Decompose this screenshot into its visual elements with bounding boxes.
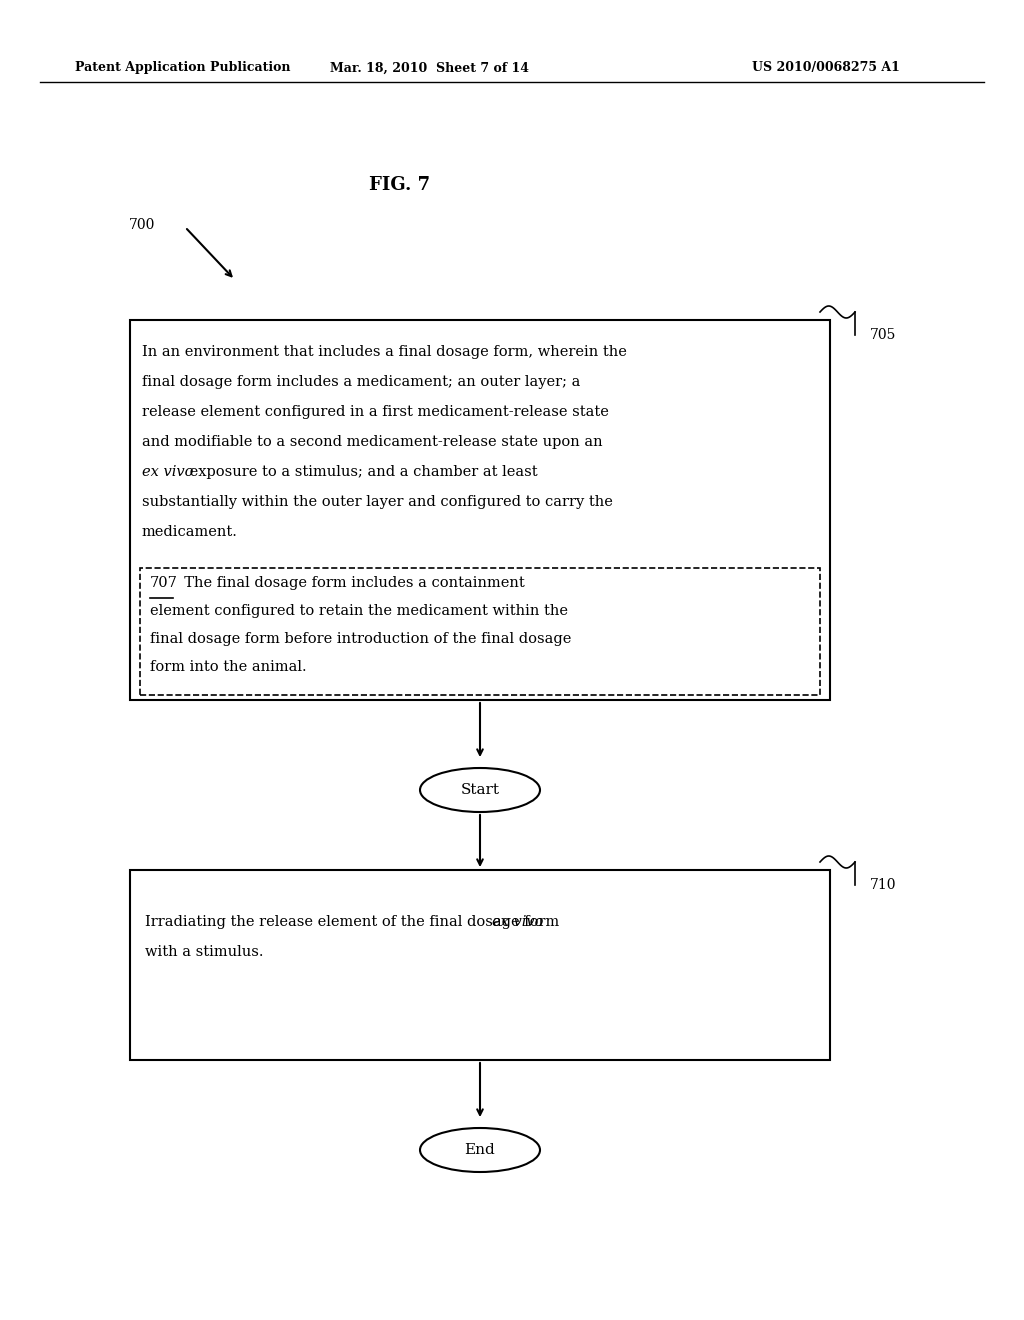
Text: 700: 700 bbox=[129, 218, 155, 232]
Ellipse shape bbox=[420, 768, 540, 812]
Text: Irradiating the release element of the final dosage form: Irradiating the release element of the f… bbox=[145, 915, 564, 929]
Text: release element configured in a first medicament-release state: release element configured in a first me… bbox=[142, 405, 609, 418]
Text: final dosage form before introduction of the final dosage: final dosage form before introduction of… bbox=[150, 632, 571, 645]
Text: Mar. 18, 2010  Sheet 7 of 14: Mar. 18, 2010 Sheet 7 of 14 bbox=[331, 62, 529, 74]
Text: ex vivo: ex vivo bbox=[142, 465, 194, 479]
Text: 710: 710 bbox=[870, 878, 896, 892]
Text: End: End bbox=[465, 1143, 496, 1158]
Text: Start: Start bbox=[461, 783, 500, 797]
Bar bbox=[130, 870, 830, 1060]
Text: final dosage form includes a medicament; an outer layer; a: final dosage form includes a medicament;… bbox=[142, 375, 581, 389]
Bar bbox=[140, 568, 820, 696]
Text: Patent Application Publication: Patent Application Publication bbox=[75, 62, 291, 74]
Text: and modifiable to a second medicament-release state upon an: and modifiable to a second medicament-re… bbox=[142, 436, 603, 449]
Ellipse shape bbox=[420, 1129, 540, 1172]
Text: 705: 705 bbox=[870, 327, 896, 342]
Text: The final dosage form includes a containment: The final dosage form includes a contain… bbox=[175, 576, 524, 590]
Text: 707: 707 bbox=[150, 576, 178, 590]
Text: ex vivo: ex vivo bbox=[492, 915, 543, 929]
Text: substantially within the outer layer and configured to carry the: substantially within the outer layer and… bbox=[142, 495, 613, 510]
Text: with a stimulus.: with a stimulus. bbox=[145, 945, 263, 960]
Text: US 2010/0068275 A1: US 2010/0068275 A1 bbox=[752, 62, 900, 74]
Bar bbox=[130, 319, 830, 700]
Text: exposure to a stimulus; and a chamber at least: exposure to a stimulus; and a chamber at… bbox=[184, 465, 538, 479]
Text: FIG. 7: FIG. 7 bbox=[370, 176, 430, 194]
Text: medicament.: medicament. bbox=[142, 525, 238, 539]
Text: element configured to retain the medicament within the: element configured to retain the medicam… bbox=[150, 605, 568, 618]
Text: form into the animal.: form into the animal. bbox=[150, 660, 306, 675]
Text: In an environment that includes a final dosage form, wherein the: In an environment that includes a final … bbox=[142, 345, 627, 359]
